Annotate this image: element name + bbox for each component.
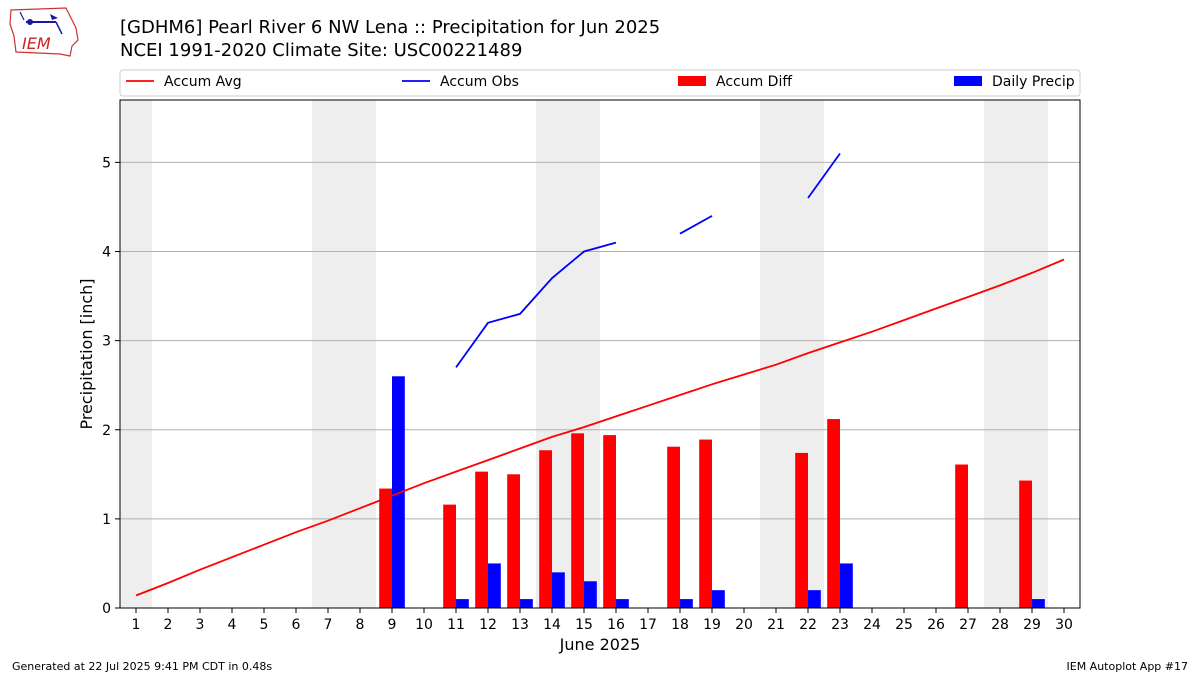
x-tick-label: 10 [415, 617, 433, 633]
accum-diff-bar [955, 464, 968, 608]
y-axis-label: Precipitation [inch] [77, 278, 96, 429]
weekend-band [312, 100, 344, 608]
daily-precip-bar [680, 599, 693, 608]
y-tick-label: 4 [102, 245, 111, 261]
x-tick-label: 7 [324, 617, 333, 633]
accum-diff-bar [507, 474, 520, 608]
iem-logo: IEM [8, 6, 80, 62]
y-tick-label: 3 [102, 334, 111, 350]
daily-precip-bar [840, 563, 853, 608]
x-tick-label: 24 [863, 617, 881, 633]
legend-label-daily-precip: Daily Precip [992, 74, 1075, 90]
daily-precip-bar [552, 572, 565, 608]
accum-diff-bar [1019, 480, 1032, 608]
accum-diff-bar [667, 446, 680, 608]
accum-diff-bar [475, 471, 488, 608]
legend-swatch-accum-diff [678, 76, 706, 86]
accum-diff-bar [795, 452, 808, 608]
x-tick-label: 4 [228, 617, 237, 633]
accum-diff-bar [827, 419, 840, 608]
daily-precip-bar [520, 599, 533, 608]
daily-precip-bar [392, 376, 405, 608]
x-tick-label: 1 [132, 617, 141, 633]
x-tick-label: 13 [511, 617, 529, 633]
legend-label-accum-obs: Accum Obs [440, 74, 519, 90]
accum-diff-bar [603, 435, 616, 608]
accum-diff-bar [699, 439, 712, 608]
accum-diff-bar [539, 450, 552, 608]
legend-label-accum-avg: Accum Avg [164, 74, 242, 90]
x-tick-label: 17 [639, 617, 657, 633]
weekend-band [344, 100, 376, 608]
daily-precip-bar [808, 590, 821, 608]
x-tick-label: 23 [831, 617, 849, 633]
footer-app: IEM Autoplot App #17 [1066, 660, 1189, 673]
x-tick-label: 2 [164, 617, 173, 633]
x-tick-label: 14 [543, 617, 561, 633]
x-axis-label: June 2025 [559, 635, 641, 654]
x-tick-label: 29 [1023, 617, 1041, 633]
accum-avg-line [135, 258, 1065, 597]
x-tick-label: 21 [767, 617, 785, 633]
accum-obs-line [807, 152, 841, 199]
x-tick-label: 27 [959, 617, 977, 633]
x-tick-label: 18 [671, 617, 689, 633]
x-tick-label: 26 [927, 617, 945, 633]
x-tick-label: 22 [799, 617, 817, 633]
legend: Accum Avg Accum Obs Accum Diff Daily Pre… [119, 69, 1081, 97]
x-tick-label: 15 [575, 617, 593, 633]
x-tick-label: 12 [479, 617, 497, 633]
x-tick-label: 28 [991, 617, 1009, 633]
x-tick-label: 11 [447, 617, 465, 633]
x-tick-label: 6 [292, 617, 301, 633]
daily-precip-bar [488, 563, 501, 608]
footer-generated: Generated at 22 Jul 2025 9:41 PM CDT in … [12, 660, 273, 673]
accum-diff-bar [571, 433, 584, 608]
chart-title: [GDHM6] Pearl River 6 NW Lena :: Precipi… [120, 17, 661, 38]
accum-obs-line [455, 241, 617, 368]
accum-obs-line [679, 215, 713, 235]
legend-label-accum-diff: Accum Diff [716, 74, 792, 90]
iem-logo-text: IEM [22, 34, 51, 53]
daily-precip-bar [712, 590, 725, 608]
legend-swatch-daily-precip [954, 76, 982, 86]
x-tick-label: 16 [607, 617, 625, 633]
x-tick-label: 8 [356, 617, 365, 633]
x-tick-label: 30 [1055, 617, 1073, 633]
y-tick-label: 2 [102, 423, 111, 439]
chart-subtitle: NCEI 1991-2020 Climate Site: USC00221489 [120, 40, 523, 61]
x-tick-label: 25 [895, 617, 913, 633]
weekend-band [760, 100, 792, 608]
daily-precip-bar [616, 599, 629, 608]
daily-precip-bar [456, 599, 469, 608]
daily-precip-bar [584, 581, 597, 608]
plot-frame [119, 99, 1081, 609]
x-tick-label: 5 [260, 617, 269, 633]
x-tick-label: 3 [196, 617, 205, 633]
x-tick-label: 19 [703, 617, 721, 633]
y-tick-label: 1 [102, 512, 111, 528]
weekend-band [984, 100, 1016, 608]
weekend-band [120, 100, 152, 608]
accum-diff-bar [379, 488, 392, 608]
accum-diff-bar [443, 504, 456, 608]
x-tick-label: 20 [735, 617, 753, 633]
y-tick-label: 5 [102, 155, 111, 171]
x-tick-label: 9 [388, 617, 397, 633]
daily-precip-bar [1032, 599, 1045, 608]
y-tick-label: 0 [102, 601, 111, 617]
